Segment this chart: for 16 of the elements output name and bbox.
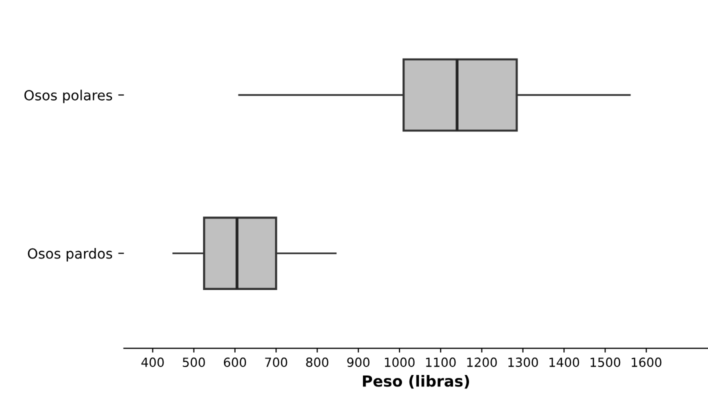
y-tick-label: Osos pardos <box>28 248 112 262</box>
x-tick-label: 400 <box>141 358 164 368</box>
x-tick-label: 1000 <box>384 358 415 368</box>
x-tick-label: 1200 <box>467 358 497 368</box>
x-tick-label: 1300 <box>508 358 538 368</box>
x-tick-label: 1100 <box>426 358 456 368</box>
x-tick-label: 800 <box>306 358 328 368</box>
x-tick-label: 1600 <box>632 358 662 368</box>
y-tick-label: Osos polares <box>24 90 112 104</box>
x-tick-label: 600 <box>224 358 246 368</box>
x-tick-label: 500 <box>182 358 205 368</box>
x-tick-label: 700 <box>265 358 288 368</box>
x-tick-label: 1500 <box>590 358 620 368</box>
x-tick-label: 1400 <box>550 358 580 368</box>
x-axis-title: Peso (libras) <box>362 374 470 389</box>
x-tick-label: 900 <box>347 358 370 368</box>
